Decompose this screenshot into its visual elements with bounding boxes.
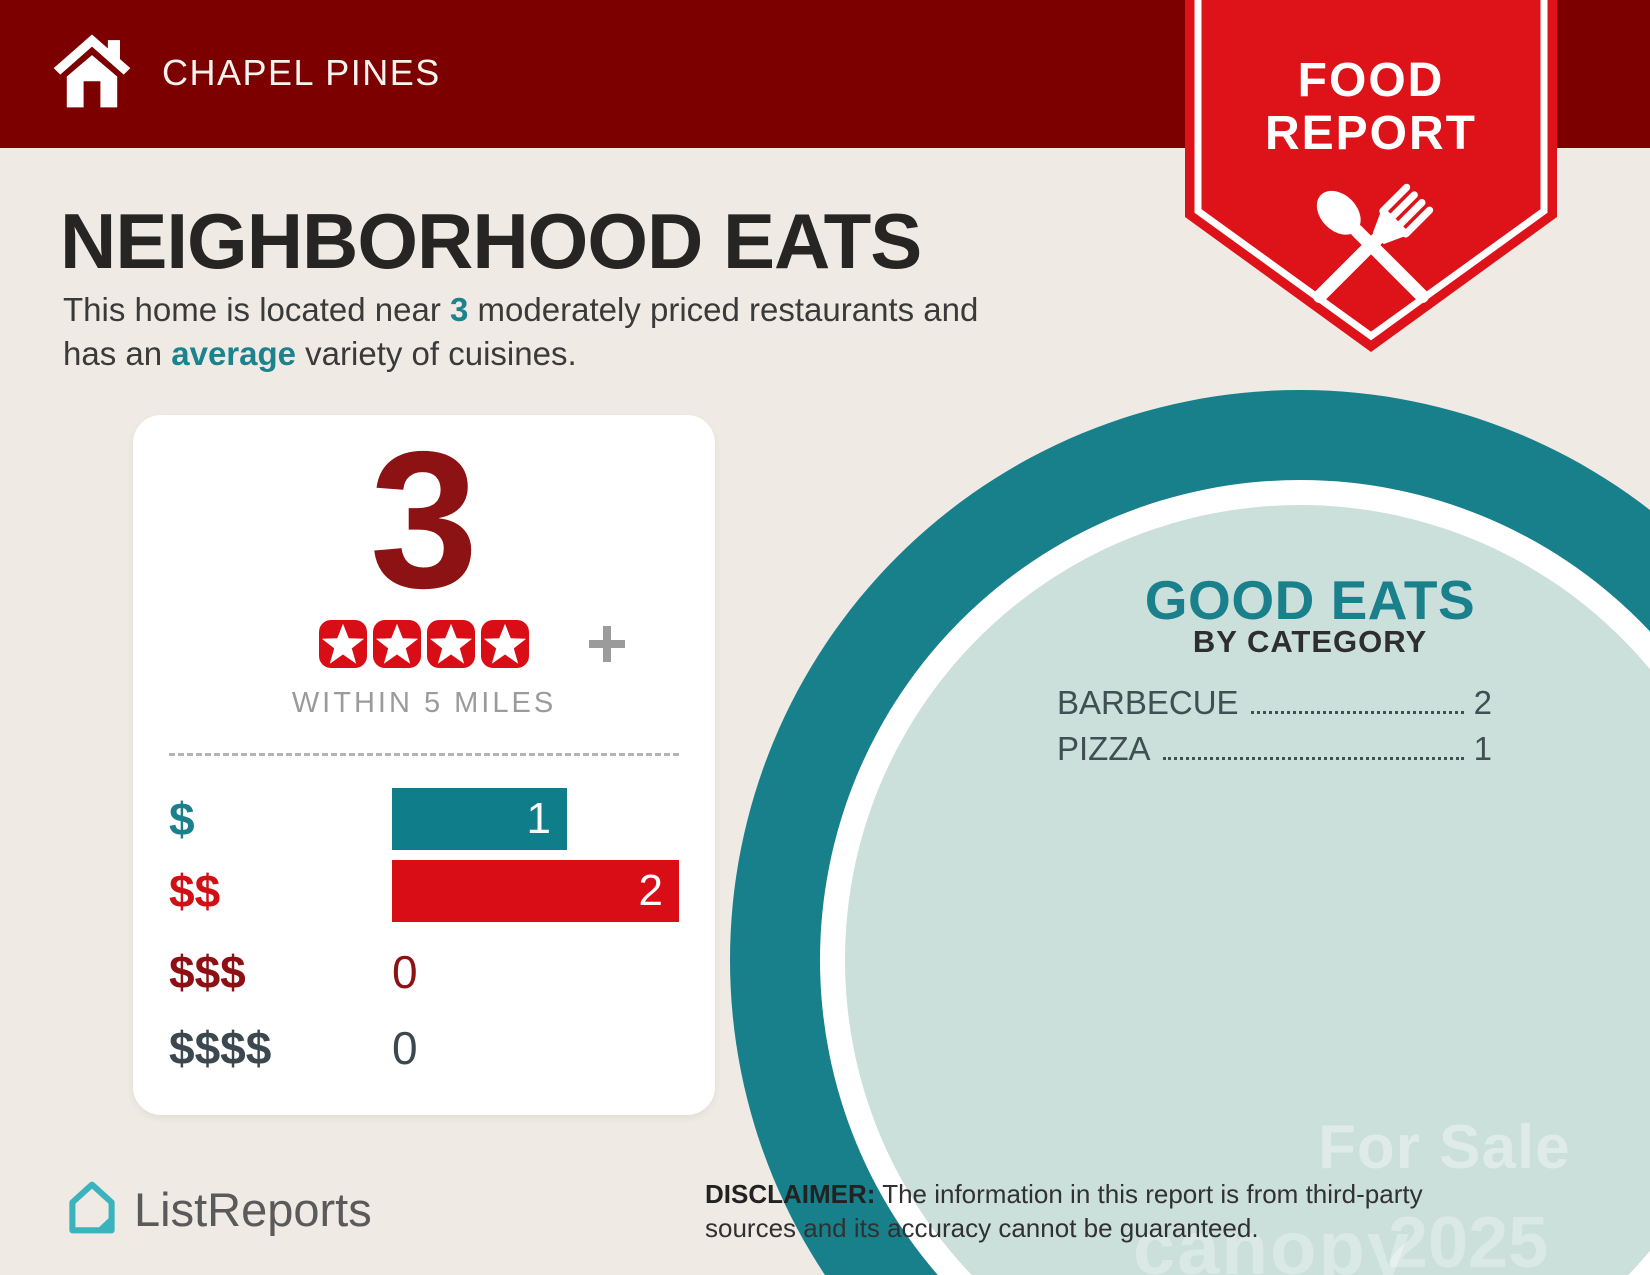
watermark-year: 2025 — [1388, 1203, 1549, 1275]
good-eats-item: BARBECUE 2 — [1057, 678, 1492, 724]
subtitle-highlight: average — [171, 334, 297, 372]
page-title: NEIGHBORHOOD EATS — [60, 197, 922, 285]
price-label: $$$$ — [169, 1022, 272, 1074]
subtitle-text: moderately priced restaurants and — [468, 291, 979, 328]
page-subtitle: This home is located near 3 moderately p… — [63, 288, 1123, 375]
price-bar-value: 2 — [638, 866, 663, 915]
disclaimer-label: DISCLAIMER: — [705, 1179, 876, 1209]
category-label: PIZZA — [1057, 730, 1151, 767]
star-icon — [319, 620, 367, 668]
price-label: $$$ — [169, 946, 246, 998]
disclaimer-text: The information in this report is from t… — [705, 1179, 1423, 1243]
dotted-leader — [1250, 710, 1464, 714]
listreports-wordmark: ListReports — [134, 1183, 372, 1236]
restaurant-count: 3 — [369, 411, 479, 629]
price-row-4: $$$$ 0 — [169, 1015, 679, 1081]
neighborhood-name: CHAPEL PINES — [162, 51, 441, 93]
divider — [169, 753, 679, 756]
listreports-house-icon — [64, 1176, 120, 1243]
star-icon — [481, 620, 529, 668]
disclaimer: DISCLAIMER: The information in this repo… — [705, 1178, 1515, 1246]
price-bar-value: 1 — [526, 794, 551, 843]
star-icon — [373, 620, 421, 668]
category-count: 1 — [1473, 730, 1492, 767]
price-row-3: $$$ 0 — [169, 939, 679, 1005]
listreports-logo: ListReports — [64, 1176, 372, 1243]
good-eats-subtitle: BY CATEGORY — [1192, 624, 1428, 659]
plus-icon — [587, 624, 627, 664]
ribbon-line2: REPORT — [1265, 107, 1477, 160]
category-label: BARBECUE — [1057, 684, 1239, 721]
star-rating — [133, 620, 715, 668]
subtitle-text: has an — [63, 334, 172, 372]
price-value: 0 — [392, 946, 418, 998]
ribbon-line1: FOOD — [1298, 54, 1445, 107]
within-miles-label: WITHIN 5 MILES — [291, 687, 557, 719]
price-label: $$ — [169, 865, 221, 917]
restaurant-stats-card: 3 WITHIN 5 MILES $ 1 $$ 2 — [133, 415, 715, 1115]
dotted-leader — [1162, 756, 1464, 760]
star-icon — [427, 620, 475, 668]
subtitle-text: This home is located near — [63, 291, 451, 328]
good-eats-title: GOOD EATS — [1144, 569, 1476, 631]
price-row-2: $$ 2 — [169, 860, 679, 922]
subtitle-count: 3 — [450, 291, 469, 328]
spoon-fork-icon — [1313, 183, 1434, 303]
price-bar: 1 — [392, 788, 567, 850]
price-row-1: $ 1 — [169, 788, 679, 850]
good-eats-list: BARBECUE 2 PIZZA 1 — [1057, 678, 1492, 770]
good-eats-item: PIZZA 1 — [1057, 724, 1492, 770]
price-value: 0 — [392, 1022, 418, 1074]
watermark-canopy: canopy — [1133, 1206, 1412, 1275]
subtitle-text: variety of cuisines. — [296, 334, 577, 372]
house-icon — [50, 30, 134, 115]
price-bar: 2 — [392, 860, 679, 922]
watermark-for-sale: For Sale — [1318, 1113, 1571, 1182]
category-count: 2 — [1473, 684, 1492, 721]
price-label: $ — [169, 793, 195, 845]
food-report-ribbon: FOOD REPORT — [1185, 0, 1557, 360]
